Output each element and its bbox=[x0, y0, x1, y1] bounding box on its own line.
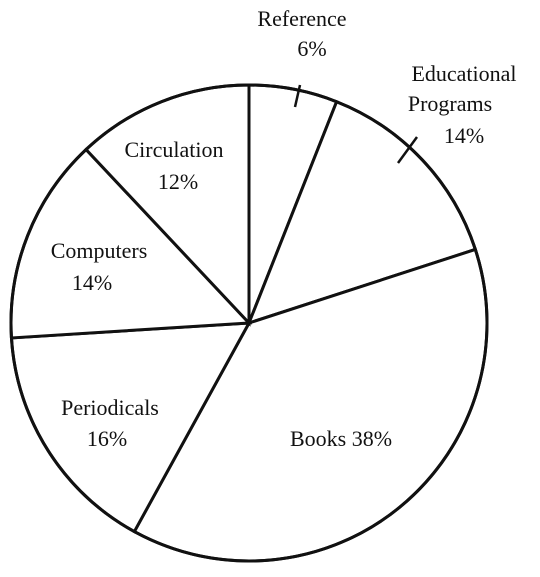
pie-slices bbox=[9, 83, 489, 563]
label-circulation-value: 12% bbox=[158, 169, 198, 194]
label-computers-value: 14% bbox=[72, 270, 112, 295]
label-reference-value: 6% bbox=[297, 36, 326, 61]
educational-programs-leader-line bbox=[396, 136, 419, 164]
label-periodicals-value: 16% bbox=[87, 426, 127, 451]
label-reference-name: Reference bbox=[257, 6, 346, 31]
label-circulation-name: Circulation bbox=[125, 137, 224, 162]
reference-leader-line bbox=[293, 84, 302, 108]
label-educational-value: 14% bbox=[444, 123, 484, 148]
label-periodicals-name: Periodicals bbox=[61, 395, 159, 420]
label-educational-line1: Educational bbox=[411, 61, 516, 86]
label-computers-name: Computers bbox=[51, 238, 148, 263]
label-educational-line2: Programs bbox=[408, 91, 492, 116]
pie-outline bbox=[9, 83, 489, 563]
label-books: Books 38% bbox=[290, 426, 392, 451]
